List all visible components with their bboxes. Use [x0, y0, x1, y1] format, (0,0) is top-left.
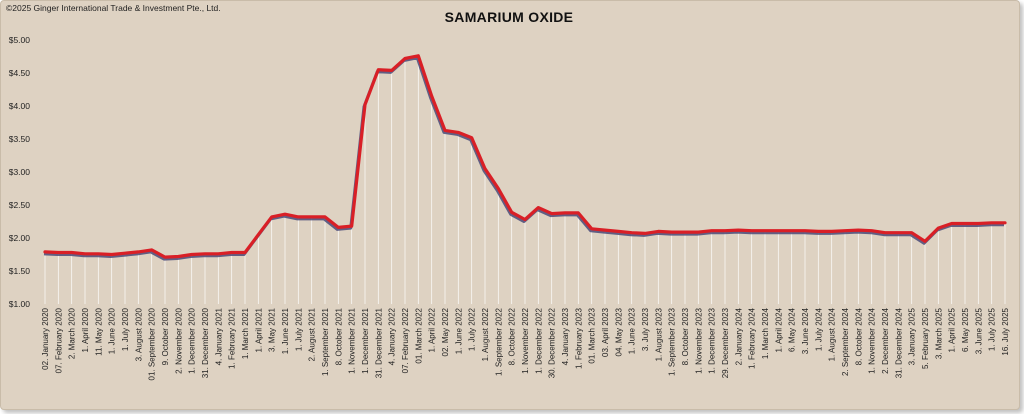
- x-tick-label: 1. November 2022: [521, 307, 530, 373]
- x-tick-label: 1. June 2022: [454, 307, 463, 354]
- x-tick-label: 1. August 2024: [828, 307, 837, 361]
- x-tick-label: 1. April 2025: [948, 307, 957, 352]
- x-tick-label: 11. May 2020: [94, 307, 103, 355]
- x-tick-label: 1. April 2024: [774, 307, 783, 352]
- x-tick-label: 3. August 2020: [134, 307, 143, 361]
- x-tick-label: 01. March 2022: [414, 307, 423, 363]
- x-tick-label: 01. March 2023: [588, 307, 597, 363]
- x-tick-label: 9. October 2020: [161, 307, 170, 365]
- x-tick-label: 1. November 2023: [694, 307, 703, 373]
- x-tick-label: 1. August 2023: [654, 307, 663, 361]
- x-axis: 02. January 2020 07. February 2020 2. Marc…: [41, 307, 1010, 380]
- x-tick-label: 1. July 2025: [988, 307, 997, 351]
- x-tick-label: 1. July 2021: [294, 307, 303, 351]
- x-tick-label: 1. March 2021: [241, 307, 250, 359]
- x-tick-label: 2. November 2020: [174, 307, 183, 373]
- y-tick-label: $4.00: [9, 101, 31, 111]
- y-tick-label: $2.00: [9, 233, 31, 243]
- x-tick-label: 1. June 2021: [281, 307, 290, 354]
- x-tick-label: 4. January 2022: [388, 307, 397, 365]
- x-tick-label: 1. February 2023: [574, 307, 583, 368]
- x-tick-label: 6. May 2024: [788, 307, 797, 352]
- x-tick-label: 3. June 2025: [974, 307, 983, 354]
- x-tick-label: 1. April 2020: [81, 307, 90, 352]
- x-tick-label: 1. September 2022: [494, 307, 503, 376]
- x-tick-label: 01. September 2020: [148, 307, 157, 380]
- x-tick-label: 1. November 2024: [868, 307, 877, 373]
- series-line: [43, 54, 1007, 259]
- x-tick-label: 2. March 2020: [68, 307, 77, 359]
- x-tick-label: 2. September 2024: [841, 307, 850, 376]
- y-tick-label: $2.50: [9, 200, 31, 210]
- x-tick-label: 1. August 2022: [481, 307, 490, 361]
- x-tick-label: 1. July 2022: [468, 307, 477, 351]
- x-tick-label: 1. March 2024: [761, 307, 770, 359]
- chart-title: SAMARIUM OXIDE: [444, 9, 574, 25]
- x-tick-label: 30. December 2022: [548, 307, 557, 378]
- x-tick-label: 1. December 2022: [534, 307, 543, 373]
- x-tick-label: 4. January 2021: [214, 307, 223, 365]
- x-tick-label: 16. July 2025: [1001, 307, 1010, 355]
- y-tick-label: $3.50: [9, 134, 31, 144]
- y-tick-label: $1.50: [9, 266, 31, 276]
- x-tick-label: 1. July 2024: [814, 307, 823, 351]
- x-tick-label: 3. March 2025: [934, 307, 943, 359]
- x-tick-label: 3. January 2025: [908, 307, 917, 365]
- x-tick-label: 2. August 2021: [308, 307, 317, 361]
- x-tick-label: 1. December 2023: [708, 307, 717, 373]
- x-tick-label: 3. July 2023: [641, 307, 650, 351]
- x-tick-label: 6. May 2025: [961, 307, 970, 352]
- series-lines: [43, 54, 1007, 261]
- x-tick-label: 07. February 2020: [54, 307, 63, 373]
- x-tick-label: 8. October 2022: [508, 307, 517, 365]
- x-tick-label: 31. December 2020: [201, 307, 210, 378]
- x-tick-label: 1. April 2022: [428, 307, 437, 352]
- x-tick-label: 1. November 2021: [348, 307, 357, 373]
- series-shadow-line: [43, 56, 1004, 261]
- x-tick-label: 8. October 2023: [681, 307, 690, 365]
- x-tick-label: 2. January 2024: [734, 307, 743, 365]
- y-tick-label: $1.00: [9, 299, 31, 309]
- y-axis: $1.00 $1.50 $2.00 $2.50 $3.00 $3.50 $4.00 $4.50…: [9, 35, 31, 309]
- x-tick-label: 1. September 2023: [668, 307, 677, 376]
- x-tick-label: 3. May 2021: [268, 307, 277, 352]
- x-tick-label: 8. October 2024: [854, 307, 863, 365]
- y-tick-label: $4.50: [9, 68, 31, 78]
- y-tick-label: $5.00: [9, 35, 31, 45]
- x-tick-label: 31. December 2024: [894, 307, 903, 378]
- x-tick-label: 1. December 2020: [188, 307, 197, 373]
- x-tick-label: 1. September 2021: [321, 307, 330, 376]
- x-tick-label: 1. July 2020: [121, 307, 130, 351]
- y-tick-label: $3.00: [9, 167, 31, 177]
- x-tick-label: 5. February 2025: [921, 307, 930, 368]
- x-tick-label: 1. June 2020: [108, 307, 117, 354]
- x-tick-label: 1. December 2021: [361, 307, 370, 373]
- x-tick-label: 02. January 2020: [41, 307, 50, 369]
- drop-lines: [44, 55, 1006, 304]
- x-tick-label: 1. February 2024: [748, 307, 757, 368]
- x-tick-label: 1. April 2021: [254, 307, 263, 352]
- x-tick-label: 3. June 2024: [801, 307, 810, 354]
- x-tick-label: 4. January 2023: [561, 307, 570, 365]
- x-tick-label: 02. May 2022: [441, 307, 450, 356]
- x-tick-label: 1. February 2021: [228, 307, 237, 368]
- x-tick-label: 04. May 2023: [614, 307, 623, 356]
- x-tick-label: 29. December 2023: [721, 307, 730, 378]
- x-tick-label: 8. October 2021: [334, 307, 343, 365]
- x-tick-label: 31. December 2021: [374, 307, 383, 378]
- x-tick-label: 03. April 2023: [601, 307, 610, 356]
- x-tick-label: 2. December 2024: [881, 307, 890, 373]
- x-tick-label: 07. February 2022: [401, 307, 410, 373]
- x-tick-label: 1. June 2023: [628, 307, 637, 354]
- copyright-text: ©2025 Ginger International Trade & Inves…: [6, 3, 221, 13]
